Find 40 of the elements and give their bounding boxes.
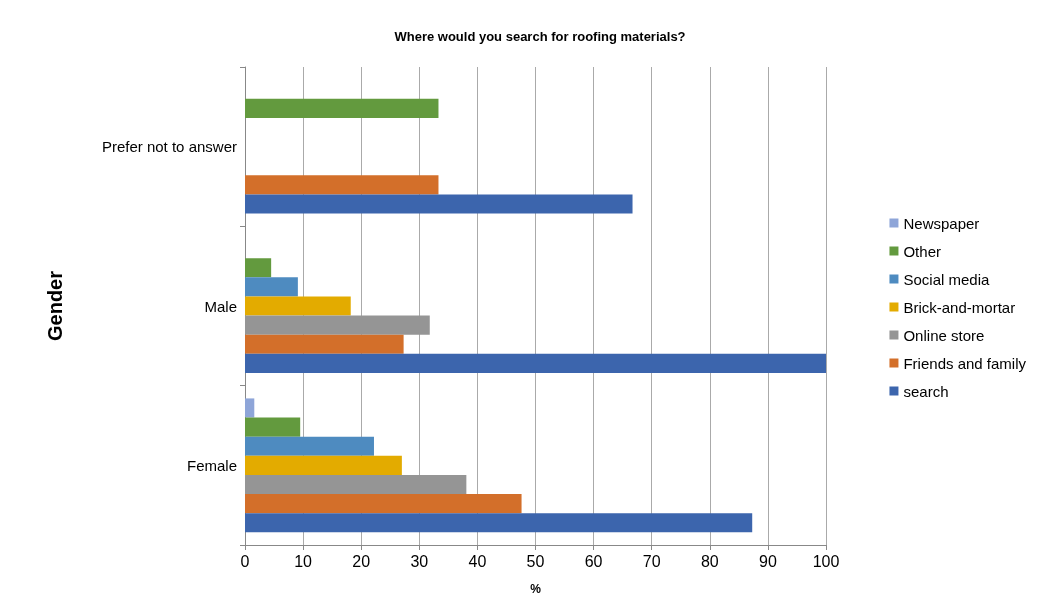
- legend-label: Other: [903, 242, 941, 260]
- bar: [245, 513, 753, 533]
- legend-label: Friends and family: [903, 354, 1027, 372]
- x-tick-label: 100: [812, 552, 840, 570]
- legend-label: Brick-and-mortar: [903, 298, 1016, 316]
- x-tick-label: 10: [294, 552, 313, 570]
- legend-label: Online store: [903, 326, 985, 344]
- x-tick-label: 30: [410, 552, 429, 570]
- bar: [245, 98, 439, 118]
- bar: [245, 398, 255, 418]
- y-tick-label: Male: [204, 297, 237, 315]
- bar: [245, 417, 301, 437]
- x-tick-label: 50: [526, 552, 545, 570]
- bar: [245, 175, 439, 195]
- bar: [245, 474, 467, 495]
- x-tick-label: 20: [352, 552, 371, 570]
- y-tick-label: Female: [186, 456, 237, 474]
- legend-label: Newspaper: [903, 214, 980, 232]
- x-tick-label: 0: [240, 552, 250, 570]
- y-tick-label: Prefer not to answer: [101, 138, 237, 156]
- y-axis-title: Gender: [44, 270, 66, 342]
- bar: [245, 258, 272, 278]
- x-tick-label: 90: [759, 552, 777, 570]
- legend-label: Social media: [903, 270, 990, 288]
- x-tick-label: 70: [642, 552, 661, 570]
- bar: [245, 277, 298, 297]
- bar: [245, 353, 826, 373]
- bar: [245, 436, 374, 456]
- x-axis-title: %: [530, 582, 542, 596]
- bar: [245, 494, 522, 514]
- x-tick-label: 80: [700, 552, 719, 570]
- bar: [245, 194, 633, 214]
- x-tick-label: 40: [468, 552, 487, 570]
- bar: [245, 455, 402, 475]
- legend-label: search: [903, 382, 949, 400]
- bar: [245, 315, 430, 335]
- x-tick-label: 60: [584, 552, 603, 570]
- chart-title: Where would you search for roofing materials?: [394, 29, 686, 44]
- bar: [245, 296, 351, 316]
- bar: [245, 334, 404, 354]
